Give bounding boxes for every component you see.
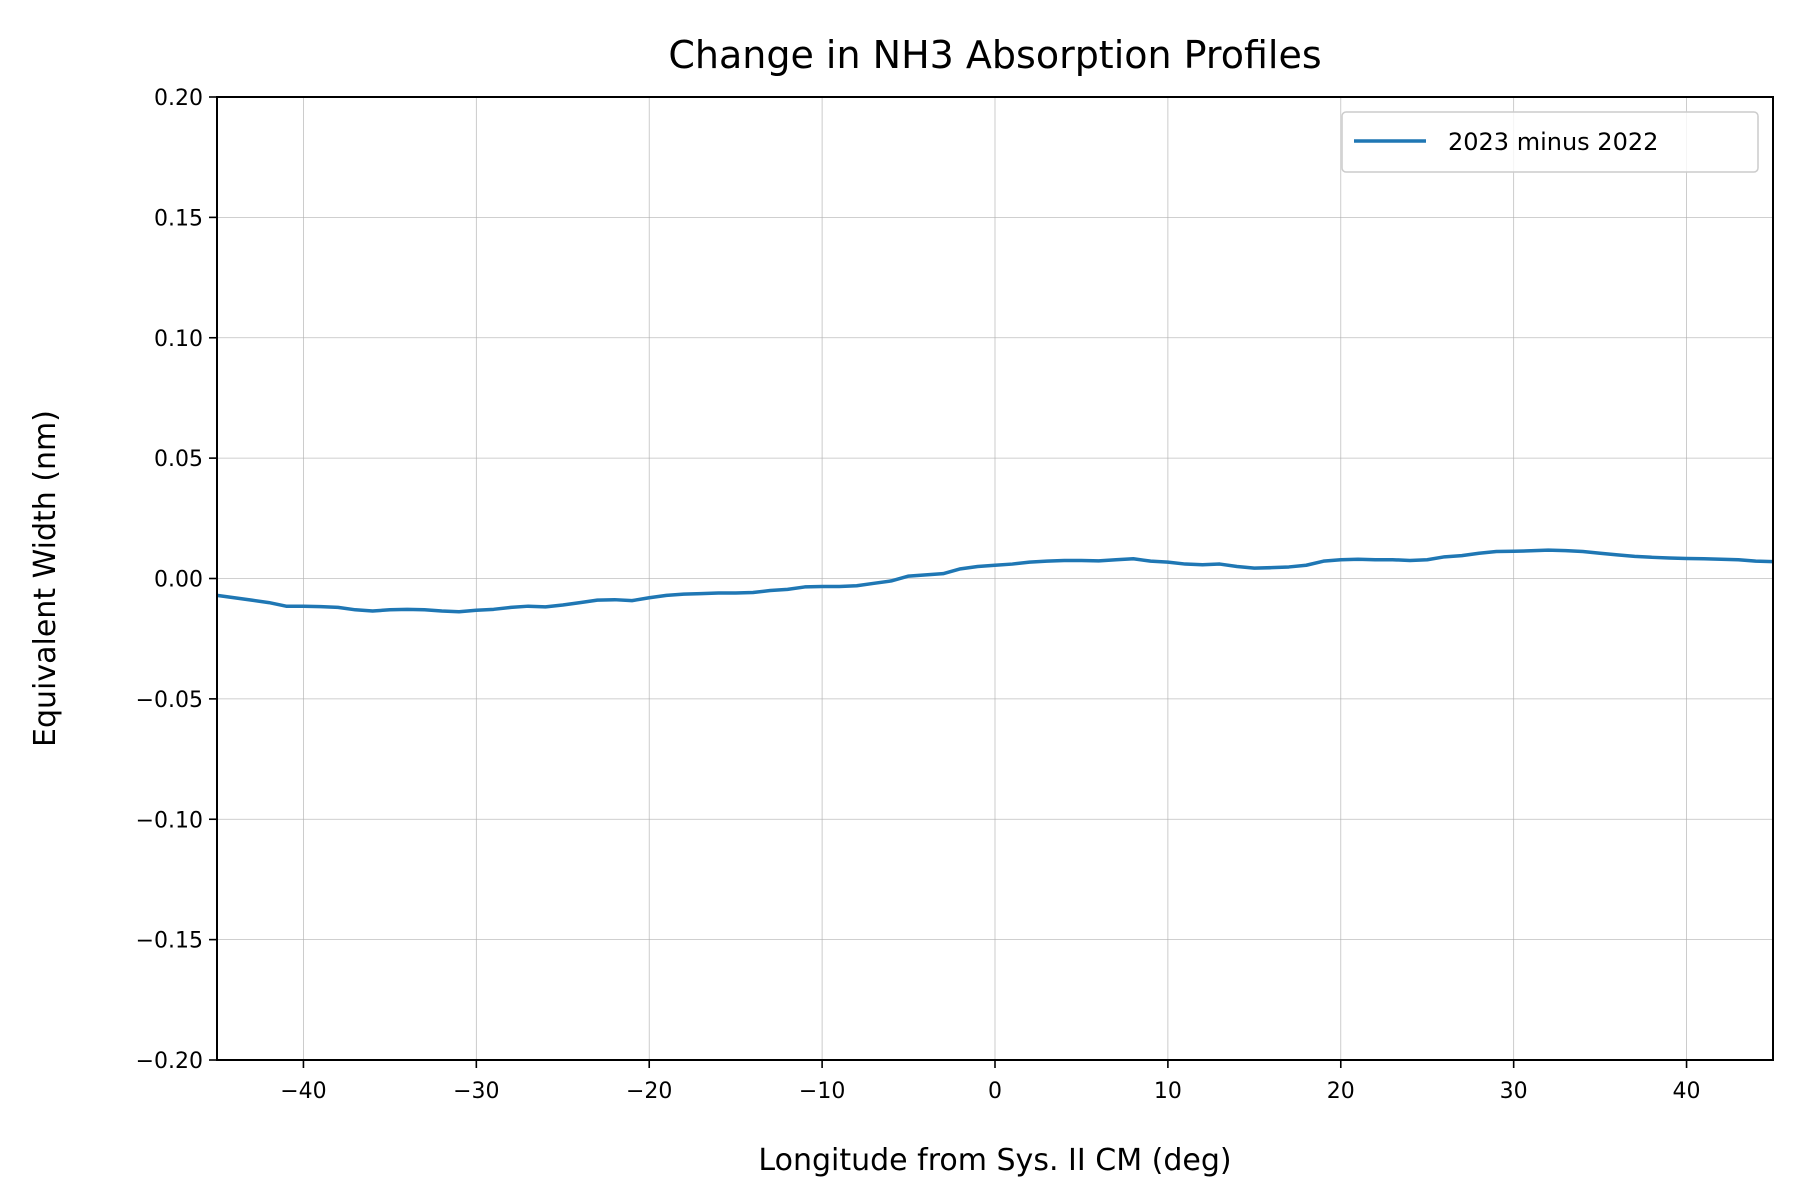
legend-box (1341, 111, 1759, 173)
x-tick-label: 10 (1154, 1079, 1182, 1104)
x-axis-ticks: −40 −30 −20 −10 0 10 20 30 40 (280, 1060, 1701, 1104)
series-layer (216, 548, 1774, 614)
x-tick-label: 20 (1327, 1079, 1355, 1104)
y-tick-label: −0.10 (136, 808, 203, 833)
x-tick-label: 40 (1673, 1079, 1701, 1104)
series-line (216, 548, 1774, 614)
y-tick-label: 0.20 (154, 86, 203, 111)
y-tick-label: 0.00 (154, 568, 203, 593)
x-tick-label: 0 (988, 1079, 1002, 1104)
y-tick-label: −0.15 (136, 929, 203, 954)
x-tick-label: −40 (280, 1079, 326, 1104)
y-tick-label: −0.20 (136, 1049, 203, 1074)
chart-title: Change in NH3 Absorption Profiles (668, 33, 1321, 77)
x-axis-title: Longitude from Sys. II CM (deg) (758, 1143, 1231, 1178)
legend: 2023 minus 2022 (1341, 111, 1759, 173)
legend-label: 2023 minus 2022 (1448, 128, 1658, 156)
y-tick-label: 0.10 (154, 327, 203, 352)
x-tick-label: −10 (799, 1079, 845, 1104)
y-axis-ticks: −0.20 −0.15 −0.10 −0.05 0.00 0.05 0.10 0.15 0.20 (136, 86, 217, 1074)
x-tick-label: 30 (1500, 1079, 1528, 1104)
y-tick-label: 0.15 (154, 206, 203, 231)
y-tick-label: 0.05 (154, 447, 203, 472)
x-tick-label: −30 (453, 1079, 499, 1104)
y-axis-title: Equivalent Width (nm) (28, 410, 63, 747)
y-tick-label: −0.05 (136, 688, 203, 713)
x-tick-label: −20 (626, 1079, 672, 1104)
